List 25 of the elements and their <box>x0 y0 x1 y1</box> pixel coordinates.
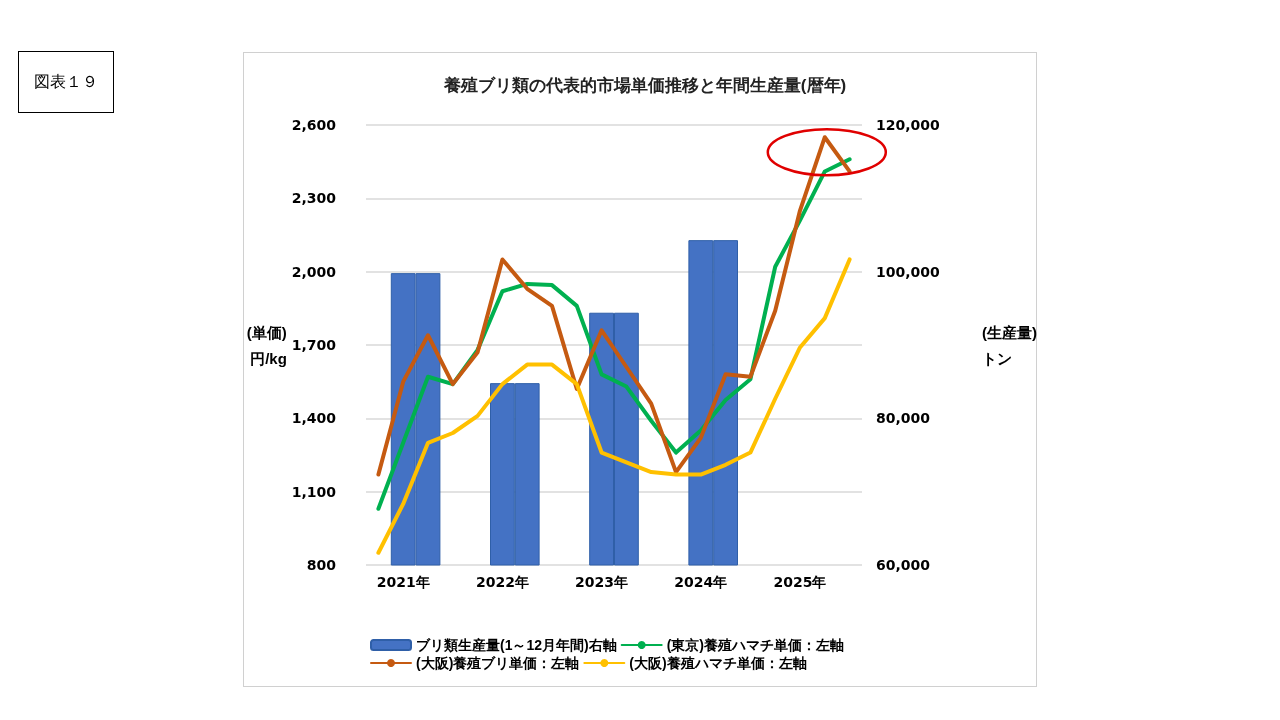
legend-label: (大阪)養殖ブリ単価：左軸 <box>416 655 580 671</box>
legend-label: (東京)養殖ハマチ単価：左軸 <box>666 637 845 653</box>
y2-tick-label: 60,000 <box>876 557 931 573</box>
y-tick-label: 2,600 <box>291 117 337 133</box>
y-tick-label: 2,000 <box>291 263 337 280</box>
y2-tick-label: 80,000 <box>876 410 931 427</box>
x-tick-label: 2023年 <box>575 574 629 590</box>
y-tick-label: 800 <box>306 557 337 573</box>
y-axis-title: (単価) 円/kg <box>246 323 287 367</box>
y-tick-label: 1,400 <box>291 410 337 427</box>
chart-title: 養殖ブリ類の代表的市場単価推移と年間生産量(暦年) <box>442 76 847 95</box>
legend-label: ブリ類生産量(1～12月年間)右軸 <box>416 637 617 653</box>
y-tick-label: 2,300 <box>291 190 337 207</box>
x-tick-label: 2021年 <box>376 574 430 590</box>
x-tick-label: 2024年 <box>674 574 728 590</box>
x-tick-label: 2022年 <box>475 574 529 590</box>
y2-axis-title: (生産量) トン <box>982 323 1037 367</box>
y2-tick-label: 120,000 <box>876 117 941 133</box>
y-tick-label: 1,700 <box>291 337 337 353</box>
legend-label: (大阪)養殖ハマチ単価：左軸 <box>629 655 807 671</box>
x-tick-label: 2025年 <box>773 574 827 590</box>
y2-tick-label: 100,000 <box>876 263 941 280</box>
y-tick-label: 1,100 <box>291 483 337 500</box>
line-series <box>376 257 852 555</box>
text: 図表１９ <box>18 51 114 113</box>
